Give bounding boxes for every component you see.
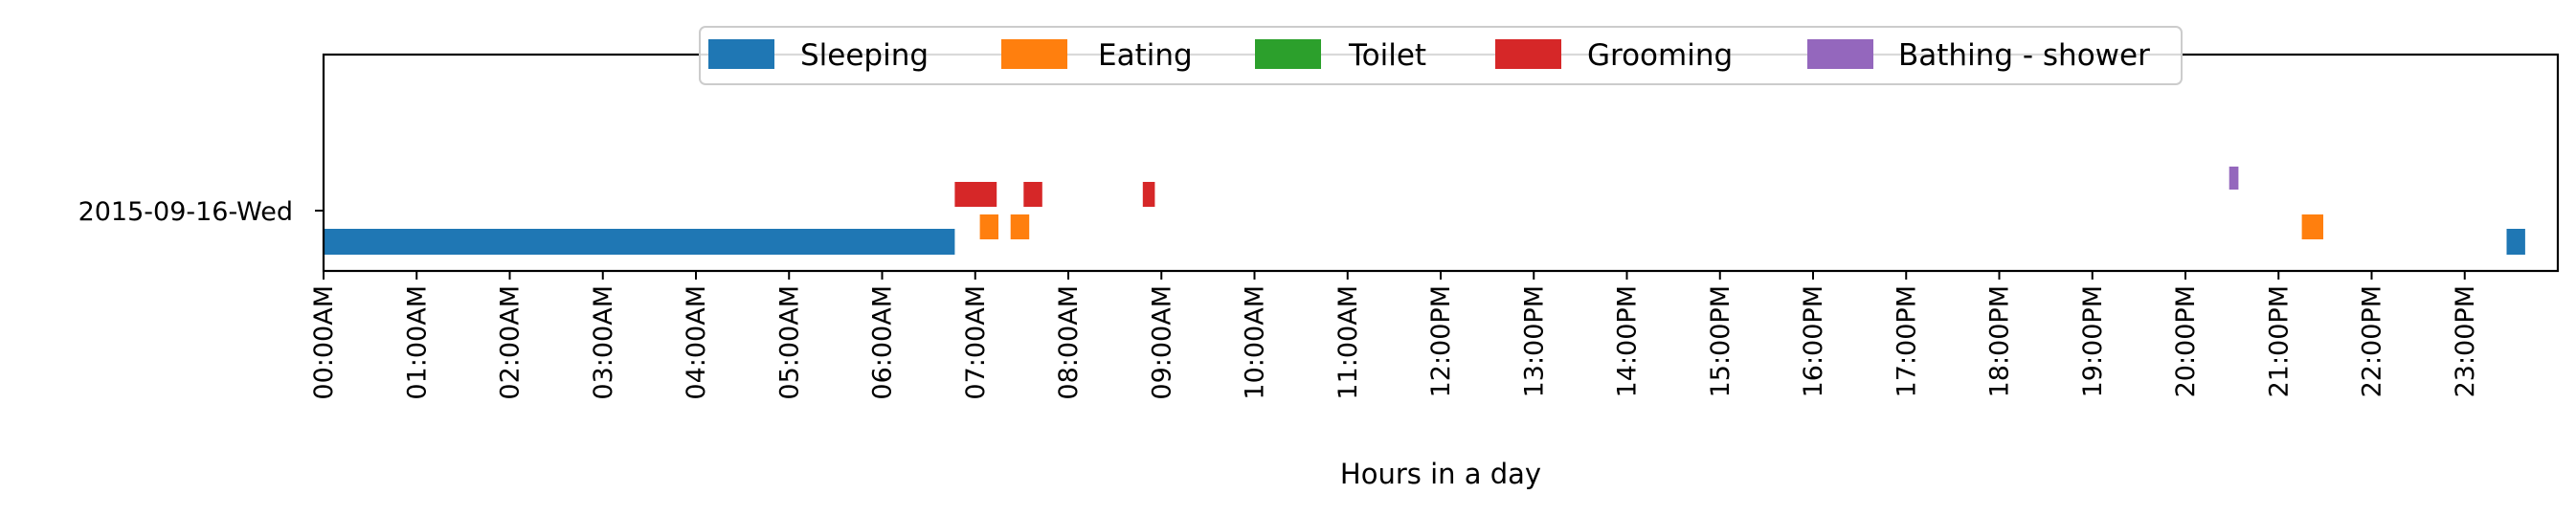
legend-label-sleeping: Sleeping (800, 38, 929, 73)
x-tick-label: 16:00PM (1799, 285, 1828, 397)
x-tick-label: 04:00AM (682, 285, 711, 400)
x-tick-label: 06:00AM (868, 285, 898, 400)
x-tick-label: 17:00PM (1892, 285, 1921, 397)
bar-grooming-1 (1023, 182, 1042, 207)
bar-bathing-shower-0 (2229, 167, 2239, 190)
legend-label-eating: Eating (1098, 38, 1193, 73)
x-tick-label: 21:00PM (2264, 285, 2294, 397)
chart-marks (324, 167, 2525, 255)
x-tick-label: 10:00AM (1241, 285, 1270, 400)
x-axis: 00:00AM 01:00AM 02:00AM 03:00AM 04:00AM 05:00… (309, 271, 2480, 400)
bar-eating-0 (979, 214, 998, 239)
x-tick-label: 14:00PM (1613, 285, 1643, 397)
legend: Sleeping Eating Toilet Grooming Bathing - sh… (699, 26, 2183, 85)
x-tick-label: 07:00AM (961, 285, 991, 400)
bar-grooming-2 (1142, 182, 1155, 207)
x-tick-label: 05:00AM (774, 285, 804, 400)
x-tick-label: 08:00AM (1054, 285, 1084, 400)
legend-swatch-bathing-shower (1807, 39, 1873, 69)
x-tick-label: 11:00AM (1333, 285, 1363, 400)
x-tick-label: 22:00PM (2358, 285, 2387, 397)
x-tick-label: 12:00PM (1426, 285, 1456, 397)
bar-eating-1 (1010, 214, 1030, 239)
x-tick-label: 20:00PM (2171, 285, 2201, 397)
x-tick-label: 23:00PM (2451, 285, 2480, 397)
bar-sleeping-1 (2506, 229, 2525, 255)
x-tick-label: 13:00PM (1519, 285, 1549, 397)
legend-swatch-sleeping (708, 39, 774, 69)
x-tick-label: 18:00PM (1985, 285, 2015, 397)
legend-label-grooming: Grooming (1587, 38, 1733, 73)
legend-label-toilet: Toilet (1348, 38, 1426, 73)
legend-swatch-toilet (1255, 39, 1321, 69)
y-axis: 2015-09-16-Wed (78, 197, 324, 227)
bar-grooming-0 (954, 182, 997, 207)
legend-swatch-grooming (1495, 39, 1561, 69)
legend-swatch-eating (1001, 39, 1067, 69)
x-axis-label: Hours in a day (1340, 458, 1541, 490)
bar-eating-2 (2301, 214, 2323, 239)
x-tick-label: 03:00AM (589, 285, 618, 400)
bar-sleeping-0 (324, 229, 955, 255)
y-tick-label: 2015-09-16-Wed (78, 197, 293, 227)
x-tick-label: 19:00PM (2078, 285, 2108, 397)
x-tick-label: 15:00PM (1706, 285, 1736, 397)
legend-label-bathing-shower: Bathing - shower (1898, 38, 2150, 73)
x-tick-label: 09:00AM (1147, 285, 1176, 400)
x-tick-label: 02:00AM (496, 285, 526, 400)
x-tick-label: 00:00AM (309, 285, 339, 400)
x-tick-label: 01:00AM (402, 285, 432, 400)
